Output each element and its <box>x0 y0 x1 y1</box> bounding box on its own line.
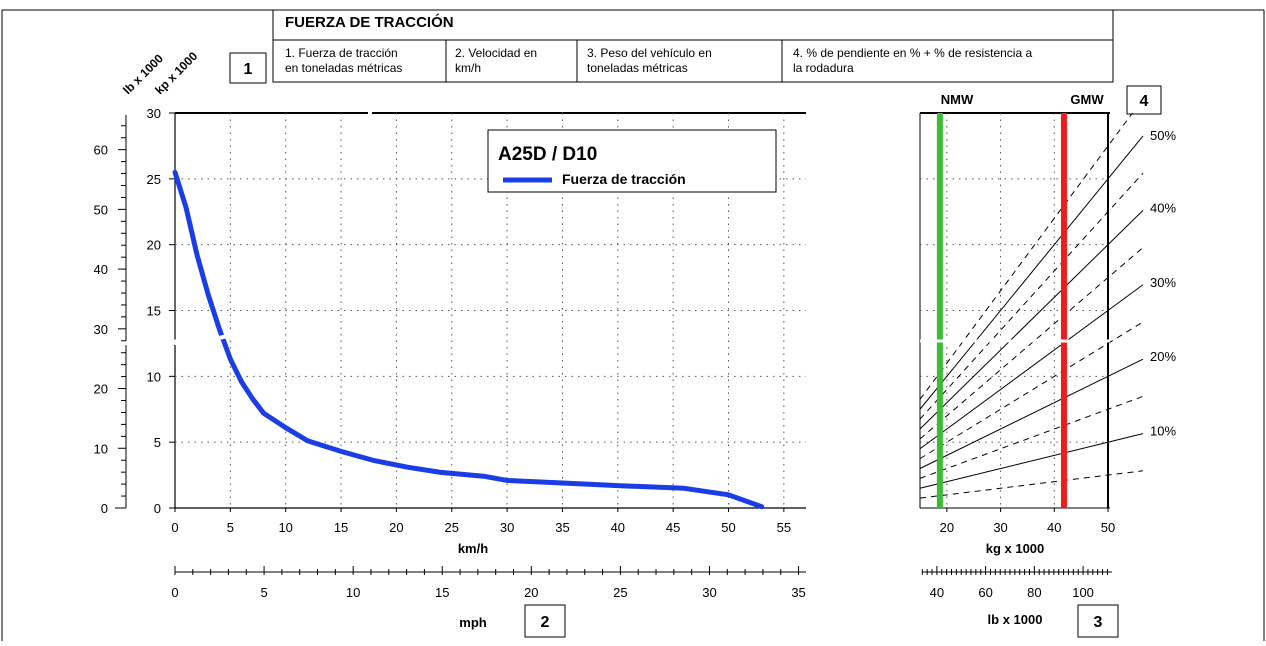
kg-axis-label: kg x 1000 <box>986 541 1045 556</box>
y-tick-label: 15 <box>147 304 161 319</box>
step-2-line2: km/h <box>455 61 481 75</box>
gmw-label: GMW <box>1070 92 1104 107</box>
grade-line-dashed <box>919 112 1133 400</box>
legend: A25D / D10 Fuerza de tracción <box>487 129 777 193</box>
grade-line-solid <box>919 284 1144 450</box>
x-tick-label: 35 <box>555 520 569 535</box>
y-tick-label: 10 <box>147 369 161 384</box>
y-tick-label: 30 <box>147 106 161 121</box>
grade-line-solid <box>919 209 1144 430</box>
grade-line-dashed <box>919 172 1144 420</box>
mph-tick-label: 10 <box>346 585 360 600</box>
kg-tick-label: 50 <box>1101 520 1115 535</box>
legend-title: A25D / D10 <box>498 144 597 165</box>
legend-series-label: Fuerza de tracción <box>562 171 686 187</box>
x-tick-label: 50 <box>721 520 735 535</box>
main-ticks: 0 5 10 15 20 25 30 35 40 45 50 55 0 5 10 15 20 25 30 <box>147 106 792 535</box>
lb-tick-label: 30 <box>94 322 108 337</box>
lb-weight-tick-label: 60 <box>978 585 992 600</box>
svg-text:4: 4 <box>1140 93 1149 110</box>
mph-tick-label: 30 <box>702 585 716 600</box>
mph-axis: 0 5 10 15 20 25 30 35 <box>171 566 806 600</box>
grade-label: 50% <box>1150 128 1176 143</box>
grade-line-dashed <box>919 470 1144 499</box>
y-tick-label: 20 <box>147 238 161 253</box>
lb-tick-label: 50 <box>94 202 108 217</box>
lb-tick-label: 60 <box>94 143 108 158</box>
header: FUERZA DE TRACCIÓN 1. Fuerza de tracción… <box>1 9 1265 641</box>
badge-2: 2 <box>524 604 566 638</box>
x-tick-label: 10 <box>278 520 292 535</box>
svg-text:2: 2 <box>541 614 550 631</box>
kg-tick-label: 30 <box>993 520 1007 535</box>
step-3-line2: toneladas métricas <box>587 61 688 75</box>
y-tick-label: 25 <box>147 172 161 187</box>
badge-4: 4 <box>1126 85 1162 115</box>
svg-text:1: 1 <box>244 61 253 78</box>
x-tick-label: 45 <box>666 520 680 535</box>
step-4-line1: 4. % de pendiente en % + % de resistenci… <box>793 46 1032 60</box>
lb-weight-label: lb x 1000 <box>988 612 1043 627</box>
x-tick-label: 40 <box>611 520 625 535</box>
mph-tick-label: 0 <box>171 585 178 600</box>
curve-break-gap <box>219 332 233 340</box>
grade-label: 10% <box>1150 424 1176 439</box>
x-tick-label: 0 <box>171 520 178 535</box>
lb-weight-tick-label: 100 <box>1072 585 1094 600</box>
weight-chart: 50% 40% 30% 20% 10% 20 30 40 50 NMW GMW kg x 10… <box>919 92 1176 556</box>
mph-tick-label: 15 <box>435 585 449 600</box>
step-2-line1: 2. Velocidad en <box>455 46 537 60</box>
kg-tick-label: 20 <box>940 520 954 535</box>
lb-weight-tick-label: 40 <box>930 585 944 600</box>
traction-curve-layer <box>170 169 765 510</box>
lb-tick-label: 40 <box>94 262 108 277</box>
lb-axis: 0 10 20 30 40 50 60 <box>94 115 127 516</box>
grade-label: 20% <box>1150 349 1176 364</box>
mph-tick-label: 5 <box>260 585 267 600</box>
mph-tick-label: 35 <box>791 585 805 600</box>
grade-line-solid <box>919 358 1144 469</box>
mph-tick-label: 20 <box>524 585 538 600</box>
x-tick-label: 55 <box>777 520 791 535</box>
grade-line-dashed <box>919 395 1144 479</box>
grade-label: 40% <box>1150 200 1176 215</box>
main-chart: 0 5 10 15 20 25 30 35 40 45 50 55 0 5 10 15 20 25 30 <box>147 106 806 535</box>
mph-tick-label: 25 <box>613 585 627 600</box>
y-tick-label: 0 <box>154 501 161 516</box>
lb-tick-label: 10 <box>94 441 108 456</box>
step-1-line1: 1. Fuerza de tracción <box>285 46 398 60</box>
badge-1: 1 <box>229 52 267 84</box>
x-tick-label: 20 <box>389 520 403 535</box>
mph-axis-label: mph <box>459 615 487 630</box>
grade-line-solid <box>919 135 1144 410</box>
page-title: FUERZA DE TRACCIÓN <box>285 13 454 31</box>
kmh-axis-label: km/h <box>458 541 488 556</box>
x-tick-label: 5 <box>227 520 234 535</box>
traction-force-line <box>172 169 765 510</box>
step-1-line2: en toneladas métricas <box>285 61 402 75</box>
x-tick-label: 30 <box>500 520 514 535</box>
grade-line-solid <box>919 433 1144 489</box>
lb-tick-label: 20 <box>94 382 108 397</box>
lb-weight-tick-label: 80 <box>1027 585 1041 600</box>
step-3-line1: 3. Peso del vehículo en <box>587 46 712 60</box>
x-tick-label: 25 <box>445 520 459 535</box>
kg-tick-label: 40 <box>1047 520 1061 535</box>
grade-label: 30% <box>1150 275 1176 290</box>
lb-tick-label: 0 <box>101 501 108 516</box>
svg-text:3: 3 <box>1094 614 1103 631</box>
nmw-label: NMW <box>941 92 974 107</box>
grade-line-dashed <box>919 247 1144 440</box>
badge-3: 3 <box>1077 604 1119 638</box>
x-tick-label: 15 <box>334 520 348 535</box>
step-4-line2: la rodadura <box>793 61 854 75</box>
lb-weight-axis: 40 60 80 100 lb x 1000 <box>921 566 1112 627</box>
y-tick-label: 5 <box>154 435 161 450</box>
